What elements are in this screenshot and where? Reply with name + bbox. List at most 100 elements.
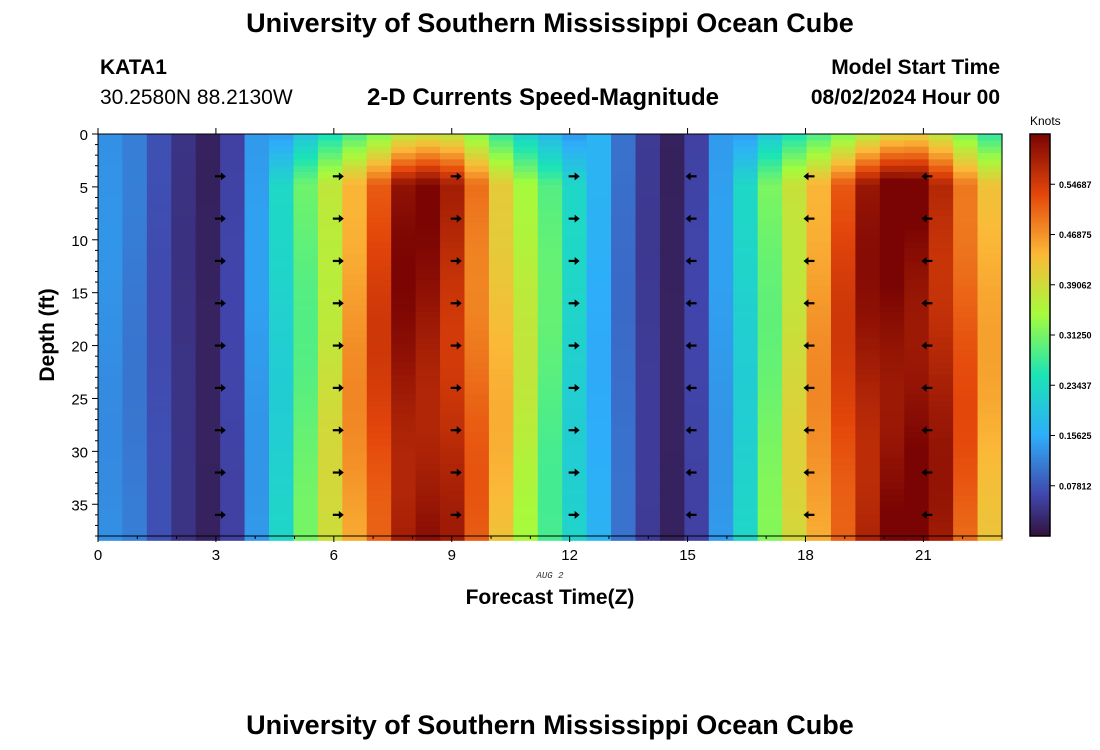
heatmap-cell [684, 235, 710, 243]
heatmap-cell [269, 413, 295, 421]
heatmap-cell [708, 134, 734, 141]
heatmap-cell [562, 489, 588, 497]
heatmap-cell [953, 203, 979, 211]
heatmap-cell [391, 419, 417, 427]
heatmap-cell [122, 248, 148, 256]
heatmap-cell [977, 451, 1003, 459]
heatmap-cell [782, 406, 808, 414]
heatmap-cell [293, 172, 319, 180]
heatmap-cell [855, 337, 881, 345]
heatmap-cell [537, 260, 563, 268]
heatmap-cell [586, 159, 612, 167]
heatmap-cell [977, 476, 1003, 484]
heatmap-cell [513, 267, 539, 275]
heatmap-cell [708, 521, 734, 529]
heatmap-cell [391, 521, 417, 529]
heatmap-cell [513, 349, 539, 357]
heatmap-cell [464, 381, 490, 389]
heatmap-cell [488, 419, 514, 427]
heatmap-cell [806, 495, 832, 503]
heatmap-cell [171, 210, 197, 218]
heatmap-cell [586, 521, 612, 529]
heatmap-cell [98, 279, 124, 287]
heatmap-cell [488, 425, 514, 433]
heatmap-cell [415, 425, 441, 433]
heatmap-cell [391, 483, 417, 491]
heatmap-cell [415, 140, 441, 148]
heatmap-cell [879, 254, 905, 262]
heatmap-cell [928, 413, 954, 421]
heatmap-cell [537, 305, 563, 313]
heatmap-cell [977, 406, 1003, 414]
heatmap-cell [782, 514, 808, 522]
heatmap-cell [293, 210, 319, 218]
heatmap-cell [684, 337, 710, 345]
heatmap-cell [611, 438, 637, 446]
heatmap-cell [195, 508, 221, 516]
heatmap-cell [782, 286, 808, 294]
heatmap-cell [611, 368, 637, 376]
heatmap-cell [244, 159, 270, 167]
heatmap-cell [366, 483, 392, 491]
current-arrow [214, 383, 226, 392]
heatmap-cell [269, 438, 295, 446]
heatmap-cell [244, 514, 270, 522]
current-arrow [214, 214, 226, 223]
heatmap-cell [659, 476, 685, 484]
heatmap-cell [391, 368, 417, 376]
heatmap-cell [684, 457, 710, 465]
heatmap-cell [611, 394, 637, 402]
heatmap-cell [269, 241, 295, 249]
heatmap-cell [244, 311, 270, 319]
heatmap-cell [244, 470, 270, 478]
heatmap-cell [293, 502, 319, 510]
heatmap-cell [928, 305, 954, 313]
heatmap-cell [488, 197, 514, 205]
heatmap-cell [757, 400, 783, 408]
heatmap-cell [782, 267, 808, 275]
heatmap-cell [782, 184, 808, 192]
heatmap-cell [635, 178, 661, 186]
heatmap-cell [928, 362, 954, 370]
heatmap-cell [537, 464, 563, 472]
heatmap-cell [269, 235, 295, 243]
heatmap-cell [684, 381, 710, 389]
heatmap-cell [342, 140, 368, 148]
heatmap-cell [122, 476, 148, 484]
heatmap-cell [342, 134, 368, 141]
heatmap-cell [366, 330, 392, 338]
heatmap-cell [659, 438, 685, 446]
heatmap-cell [171, 489, 197, 497]
heatmap-cell [806, 489, 832, 497]
heatmap-cell [513, 248, 539, 256]
heatmap-cell [195, 521, 221, 529]
heatmap-cell [928, 267, 954, 275]
heatmap-cell [659, 445, 685, 452]
heatmap-cell [953, 400, 979, 408]
heatmap-cell [562, 273, 588, 281]
heatmap-cell [122, 134, 148, 141]
heatmap-cell [977, 457, 1003, 465]
heatmap-cell [415, 445, 441, 452]
heatmap-cell [733, 216, 759, 224]
heatmap-cell [586, 178, 612, 186]
heatmap-cell [904, 191, 930, 199]
heatmap-cell [488, 489, 514, 497]
heatmap-cell [415, 381, 441, 389]
heatmap-cell [415, 451, 441, 459]
heatmap-cell [317, 229, 343, 237]
y-tick-label: 20 [71, 339, 88, 356]
heatmap-cell [782, 375, 808, 383]
heatmap-cell [146, 305, 172, 313]
heatmap-cell [879, 172, 905, 180]
heatmap-cell [855, 197, 881, 205]
current-arrows [214, 172, 933, 519]
heatmap-cell [953, 248, 979, 256]
heatmap-cell [415, 260, 441, 268]
heatmap-cell [293, 146, 319, 154]
heatmap-cell [830, 343, 856, 351]
heatmap-cell [733, 134, 759, 141]
current-arrow [921, 299, 933, 308]
heatmap-cell [293, 241, 319, 249]
heatmap-cell [537, 267, 563, 275]
